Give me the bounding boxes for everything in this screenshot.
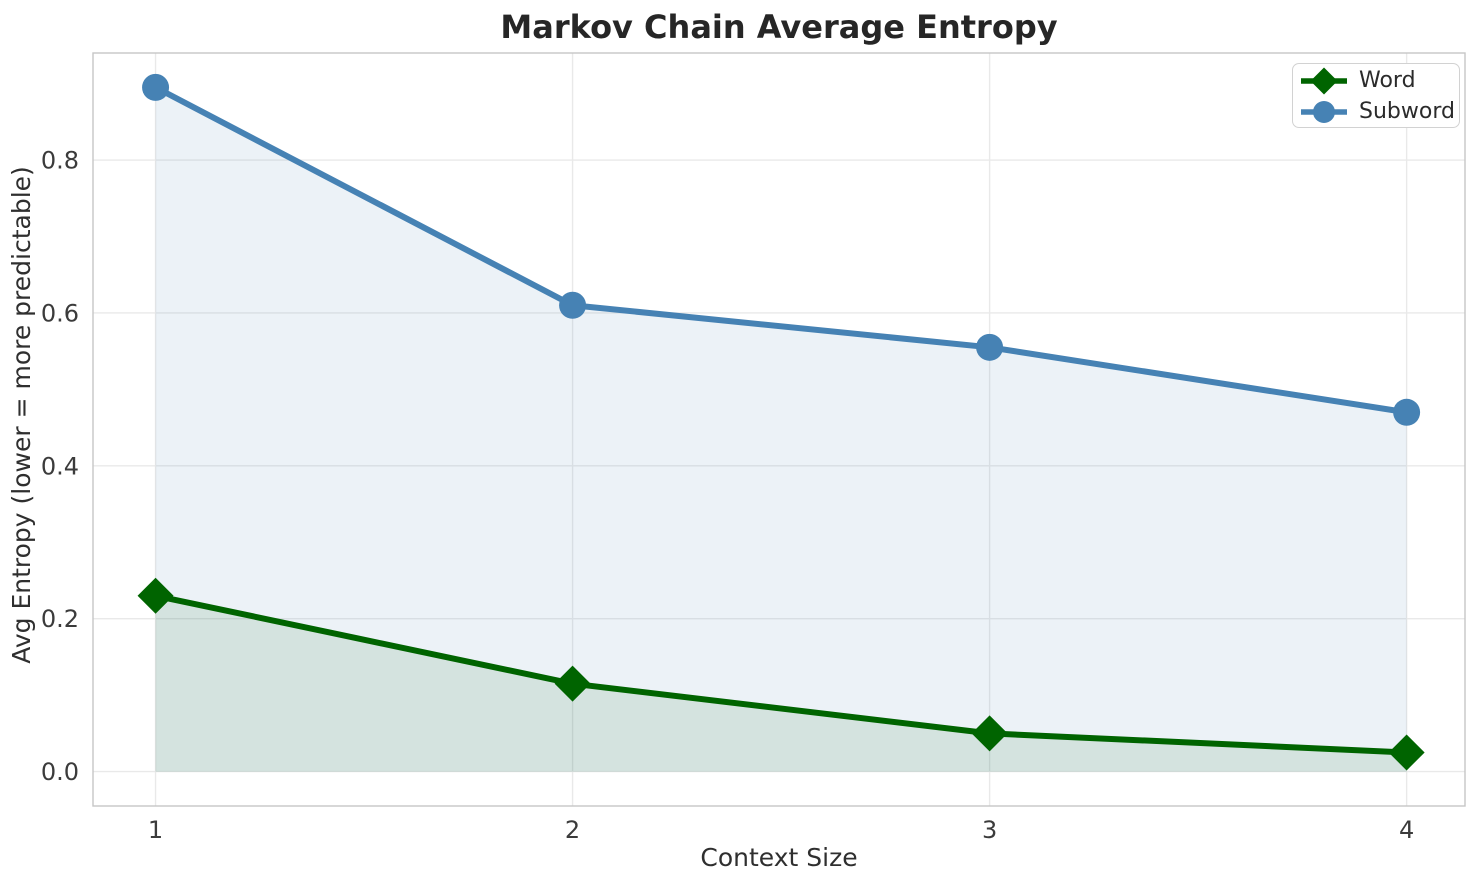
subword-data-point	[142, 73, 170, 101]
word-data-point	[554, 665, 591, 702]
x-axis-label: Context Size	[700, 843, 857, 872]
plot-border	[92, 52, 1466, 807]
subword-data-point	[1393, 398, 1421, 426]
chart-title: Markov Chain Average Entropy	[500, 8, 1057, 46]
y-tick-label: 0.4	[41, 452, 79, 480]
word-diamond-icon	[1301, 67, 1347, 94]
subword-line	[152, 84, 1410, 416]
x-tick-label: 4	[1399, 816, 1414, 844]
x-tick-label: 3	[982, 816, 997, 844]
subword-data-point	[976, 333, 1004, 361]
x-tick-label: 1	[148, 816, 163, 844]
x-tick-label: 2	[565, 816, 580, 844]
y-tick-label: 0.0	[41, 758, 79, 786]
word-area-fill	[155, 595, 1407, 772]
word-line	[152, 592, 1410, 756]
subword-circle-icon	[1301, 100, 1347, 123]
legend-item-subword: Subword	[1298, 96, 1455, 127]
subword-area-fill	[155, 87, 1407, 772]
y-tick-label: 0.8	[41, 147, 79, 175]
y-tick-label: 0.2	[41, 605, 79, 633]
legend-label-word: Word	[1359, 68, 1416, 93]
word-data-point	[137, 577, 174, 614]
y-tick-label: 0.6	[41, 299, 79, 327]
subword-data-point	[559, 291, 587, 319]
word-data-point	[971, 715, 1008, 752]
plot-area: 0.0 0.2 0.4 0.6 0.8 1 2 3 4	[41, 52, 1466, 844]
legend-label-subword: Subword	[1359, 99, 1455, 124]
y-axis-label: Avg Entropy (lower = more predictable)	[7, 166, 36, 664]
legend: Word Subword	[1292, 63, 1460, 128]
legend-item-word: Word	[1298, 65, 1455, 96]
word-data-point	[1388, 734, 1425, 771]
